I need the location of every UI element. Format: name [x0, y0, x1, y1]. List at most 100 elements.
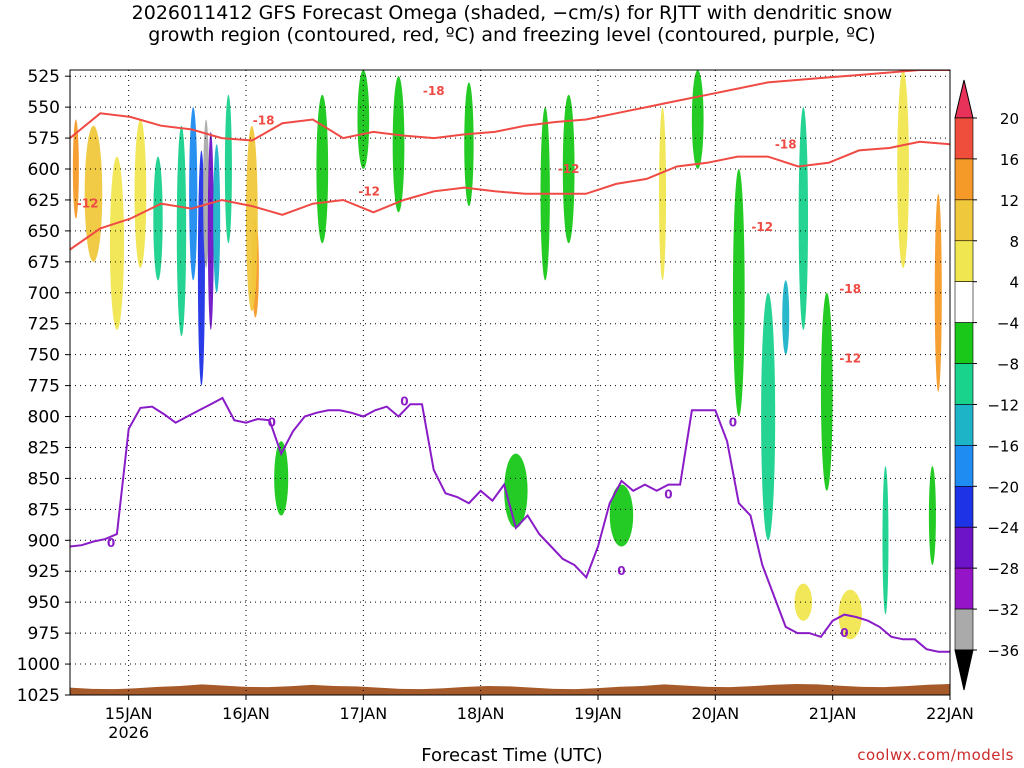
x-tick-label: 17JAN: [339, 704, 387, 723]
colorbar-tick-label: −28: [987, 560, 1019, 578]
y-tick-label: 925: [28, 562, 60, 582]
title-line-1: 2026011412 GFS Forecast Omega (shaded, −…: [131, 2, 893, 24]
colorbar-tick-label: −8: [997, 356, 1019, 374]
colorbar-tick-label: 16: [1000, 151, 1019, 169]
y-tick-label: 525: [28, 67, 60, 87]
omega-region: [732, 169, 745, 417]
y-tick-label: 725: [28, 315, 60, 335]
y-tick-label: 1000: [17, 655, 60, 675]
dgz-contour-label: -12: [751, 220, 773, 234]
freezing-contour-label: 0: [617, 564, 625, 578]
colorbar-tick-label: 8: [1009, 233, 1019, 251]
dgz-contour-line: [70, 70, 950, 142]
colorbar-cell: [954, 404, 974, 446]
y-tick-label: 900: [28, 531, 60, 551]
freezing-contour-label: 0: [840, 626, 848, 640]
plot-area: -18 -12 -12 -18 -12 -18 -12 -18 -12 0 0 0 0 0 0 0: [69, 69, 951, 696]
y-tick-label: 700: [28, 284, 60, 304]
terrain: [70, 683, 950, 695]
dgz-contour-label: -18: [423, 84, 445, 98]
colorbar-tick-label: −36: [987, 642, 1019, 660]
y-tick-label: 800: [28, 408, 60, 428]
colorbar-cell: [954, 567, 974, 610]
dgz-contour-label: -12: [77, 197, 99, 211]
colorbar-cell: [954, 486, 974, 528]
omega-region: [203, 119, 210, 269]
freezing-level-line: [70, 396, 950, 653]
y-tick-label: 875: [28, 500, 60, 520]
omega-region: [897, 70, 909, 269]
colorbar-cell: [954, 199, 974, 242]
credit-text: coolwx.com/models: [857, 746, 1014, 764]
colorbar-tick-label: 20: [1000, 110, 1019, 128]
omega-region: [761, 292, 776, 541]
y-tick-label: 1025: [17, 686, 60, 706]
dgz-contour-label: -12: [839, 351, 861, 365]
colorbar-tick-label: −20: [987, 478, 1019, 496]
omega-region: [109, 156, 124, 330]
omega-region: [213, 144, 221, 293]
dgz-contour-label: -18: [775, 137, 797, 151]
freezing-contour-label: 0: [729, 416, 737, 430]
colorbar-cell: [954, 526, 974, 569]
omega-region: [794, 583, 813, 621]
omega-region: [153, 156, 163, 281]
y-tick-label: 600: [28, 160, 60, 180]
colorbar-cell: [954, 240, 974, 282]
colorbar-cell: [954, 322, 974, 364]
omega-region: [84, 125, 103, 262]
colorbar-bottom-triangle: [954, 649, 974, 691]
dgz-contour-label: -12: [558, 162, 580, 176]
omega-region: [928, 466, 936, 566]
x-tick-label: 19JAN: [574, 704, 622, 723]
colorbar-top-triangle: [954, 79, 974, 119]
omega-region: [798, 107, 809, 330]
title-line-2: growth region (contoured, red, ºC) and f…: [148, 24, 876, 46]
omega-region: [562, 94, 575, 244]
dgz-contour-label: -18: [839, 282, 861, 296]
colorbar: 20 16 12 8 4 −4 −8 −12 −16 −20 −24 −28 −32 −36: [954, 79, 1019, 691]
omega-shading: [72, 70, 942, 640]
terrain-fill: [70, 683, 950, 695]
y-tick-label: 575: [28, 129, 60, 149]
x-tick-label: 20JAN: [691, 704, 739, 723]
colorbar-tick-label: −32: [987, 601, 1019, 619]
colorbar-tick-label: −16: [987, 437, 1019, 455]
y-tick-label: 775: [28, 377, 60, 397]
y-tick-label: 975: [28, 624, 60, 644]
omega-region: [934, 193, 942, 392]
freezing-contour-label: 0: [268, 416, 276, 430]
colorbar-cell: [954, 608, 974, 651]
colorbar-tick-label: 4: [1009, 274, 1019, 292]
colorbar-tick-label: −24: [987, 519, 1019, 537]
omega-region: [189, 107, 198, 281]
freezing-contour-label: 0: [664, 488, 672, 502]
x-tick-sublabel: 2026: [108, 723, 149, 742]
omega-region: [316, 94, 329, 244]
omega-region: [464, 82, 474, 207]
y-tick-label: 750: [28, 346, 60, 366]
freezing-contour-label: 0: [400, 395, 408, 409]
plot-border: [69, 69, 951, 696]
omega-region: [659, 107, 667, 281]
x-tick-label: 15JAN: [105, 704, 153, 723]
omega-region: [392, 76, 405, 213]
omega-region: [134, 119, 147, 269]
colorbar-tick-label: −12: [987, 396, 1019, 414]
y-tick-label: 550: [28, 98, 60, 118]
contour-labels: -18 -12 -12 -18 -12 -18 -12 -18 -12 0 0 0 0 0 0 0: [77, 84, 861, 640]
y-tick-label: 675: [28, 253, 60, 273]
x-tick-label: 18JAN: [457, 704, 505, 723]
x-tick-label: 16JAN: [222, 704, 270, 723]
colorbar-cell: [954, 363, 974, 405]
dgz-contour-line: [70, 140, 950, 251]
omega-region: [838, 589, 862, 640]
x-axis-title: Forecast Time (UTC): [421, 745, 603, 766]
omega-region: [357, 70, 370, 170]
omega-region: [504, 453, 528, 528]
omega-region: [782, 280, 790, 355]
dgz-contour-label: -12: [358, 184, 380, 198]
colorbar-cell: [954, 281, 974, 323]
